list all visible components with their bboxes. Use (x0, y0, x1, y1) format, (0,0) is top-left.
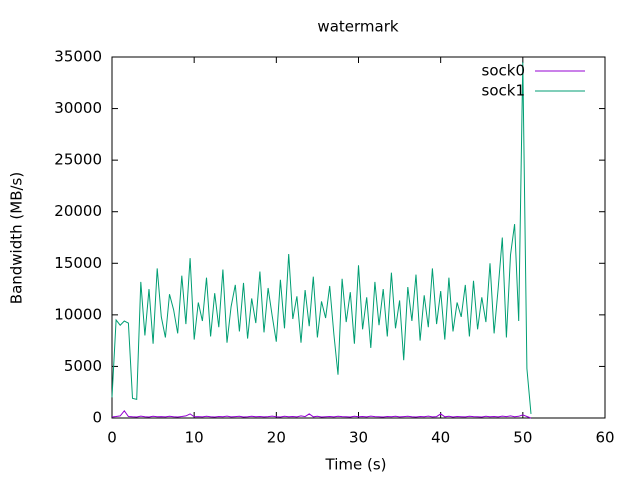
y-tick-label: 15000 (54, 254, 102, 272)
x-tick-label: 30 (349, 429, 368, 447)
y-axis-label: Bandwidth (MB/s) (8, 172, 26, 304)
series-line (111, 409, 532, 419)
x-tick-label: 40 (431, 429, 450, 447)
plot-border (111, 56, 606, 419)
x-tick-label: 20 (267, 429, 286, 447)
chart-title: watermark (317, 18, 398, 36)
x-axis-label: Time (s) (325, 456, 387, 474)
x-tick-label: 0 (107, 429, 117, 447)
y-tick-label: 25000 (54, 151, 102, 169)
x-tick-label: 60 (595, 429, 614, 447)
x-tick-label: 50 (513, 429, 532, 447)
series-line (111, 62, 532, 414)
y-tick-label: 0 (92, 409, 102, 427)
legend-label: sock1 (482, 82, 525, 100)
legend-label: sock0 (482, 62, 525, 80)
y-tick-label: 30000 (54, 99, 102, 117)
y-tick-label: 20000 (54, 202, 102, 220)
y-tick-label: 10000 (54, 305, 102, 323)
x-tick-label: 10 (185, 429, 204, 447)
y-tick-label: 35000 (54, 48, 102, 66)
y-tick-label: 5000 (64, 357, 102, 375)
